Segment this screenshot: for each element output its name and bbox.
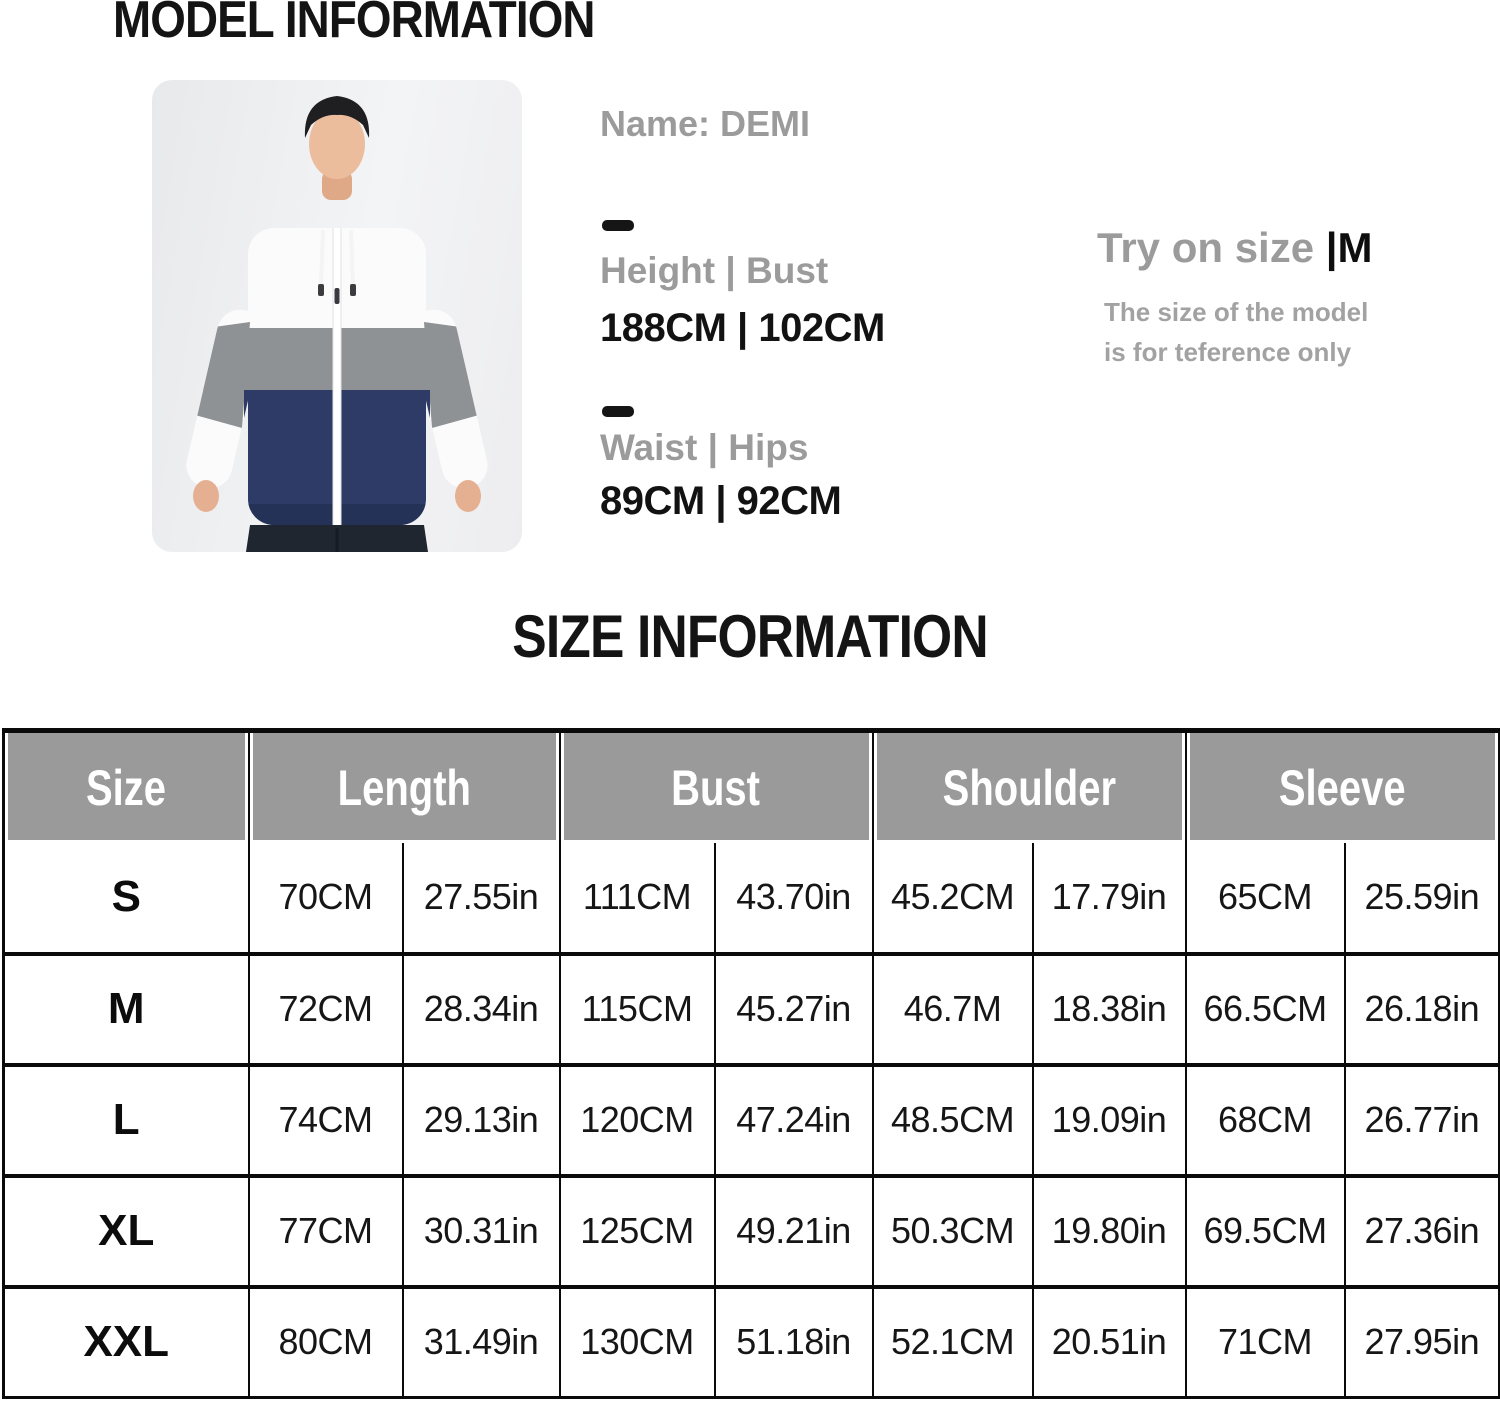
col-header-sleeve: Sleeve: [1184, 730, 1500, 843]
table-cell: 29.13in: [401, 1062, 560, 1176]
table-cell: 52.1CM: [871, 1284, 1033, 1398]
model-hands: [193, 480, 481, 512]
col-header-shoulder: Shoulder: [871, 730, 1186, 843]
table-cell: 27.36in: [1343, 1173, 1500, 1287]
waist-hips-label: Waist | Hips: [600, 427, 809, 468]
table-cell: 27.95in: [1343, 1284, 1500, 1398]
table-row-xl: XL 77CM 30.31in 125CM 49.21in 50.3CM 19.…: [3, 1173, 1500, 1287]
table-row-s: S 70CM 27.55in 111CM 43.70in 45.2CM 17.7…: [3, 842, 1500, 954]
table-cell: 72CM: [247, 951, 403, 1065]
dash-divider: [602, 220, 634, 231]
table-cell: 111CM: [558, 842, 715, 954]
model-size-note: The size of the model is for teference o…: [1104, 292, 1368, 372]
model-size-note-line1: The size of the model: [1104, 297, 1369, 327]
table-cell: 48.5CM: [871, 1062, 1033, 1176]
table-cell: 18.38in: [1031, 951, 1186, 1065]
model-information-title: MODEL INFORMATION: [113, 0, 595, 49]
size-cell: XXL: [3, 1284, 249, 1398]
col-header-bust: Bust: [558, 730, 873, 843]
model-head: [304, 96, 370, 200]
size-table: Size Length Bust Shoulder Sleeve S 70CM …: [2, 728, 1500, 1399]
table-row-m: M 72CM 28.34in 115CM 45.27in 46.7M 18.38…: [3, 951, 1500, 1065]
table-cell: 115CM: [558, 951, 715, 1065]
table-cell: 49.21in: [713, 1173, 873, 1287]
model-photo: [152, 80, 522, 552]
table-cell: 130CM: [558, 1284, 715, 1398]
dash-divider: [602, 406, 634, 417]
model-jeans: [246, 525, 428, 552]
table-cell: 43.70in: [713, 842, 873, 954]
table-cell: 46.7M: [871, 951, 1033, 1065]
table-cell: 27.55in: [401, 842, 560, 954]
col-header-length: Length: [247, 730, 560, 843]
col-header-size: Size: [3, 730, 249, 843]
table-row-xxl: XXL 80CM 31.49in 130CM 51.18in 52.1CM 20…: [3, 1284, 1500, 1398]
table-cell: 45.2CM: [871, 842, 1033, 954]
table-cell: 120CM: [558, 1062, 715, 1176]
table-cell: 25.59in: [1343, 842, 1500, 954]
try-on-size-label: Try on size: [1097, 224, 1326, 271]
size-cell: L: [3, 1062, 249, 1176]
height-bust-label: Height | Bust: [600, 250, 829, 291]
table-cell: 20.51in: [1031, 1284, 1186, 1398]
table-cell: 19.80in: [1031, 1173, 1186, 1287]
table-cell: 80CM: [247, 1284, 403, 1398]
size-cell: M: [3, 951, 249, 1065]
try-on-size: Try on size |M: [1097, 224, 1373, 272]
table-cell: 125CM: [558, 1173, 715, 1287]
table-cell: 77CM: [247, 1173, 403, 1287]
table-cell: 47.24in: [713, 1062, 873, 1176]
table-cell: 26.77in: [1343, 1062, 1500, 1176]
table-cell: 68CM: [1184, 1062, 1345, 1176]
model-name-label: Name: DEMI: [600, 103, 811, 144]
table-cell: 51.18in: [713, 1284, 873, 1398]
table-cell: 19.09in: [1031, 1062, 1186, 1176]
height-bust-value: 188CM | 102CM: [600, 306, 885, 350]
table-cell: 71CM: [1184, 1284, 1345, 1398]
table-cell: 45.27in: [713, 951, 873, 1065]
table-cell: 30.31in: [401, 1173, 560, 1287]
table-cell: 74CM: [247, 1062, 403, 1176]
model-size-note-line2: is for teference only: [1104, 337, 1352, 367]
table-cell: 28.34in: [401, 951, 560, 1065]
size-cell: S: [3, 842, 249, 954]
model-illustration: [181, 96, 493, 552]
table-cell: 17.79in: [1031, 842, 1186, 954]
table-row-l: L 74CM 29.13in 120CM 47.24in 48.5CM 19.0…: [3, 1062, 1500, 1176]
size-table-header-row: Size Length Bust Shoulder Sleeve: [3, 730, 1500, 843]
table-cell: 50.3CM: [871, 1173, 1033, 1287]
table-cell: 26.18in: [1343, 951, 1500, 1065]
size-cell: XL: [3, 1173, 249, 1287]
model-hoodie: [181, 228, 493, 525]
table-cell: 31.49in: [401, 1284, 560, 1398]
table-cell: 69.5CM: [1184, 1173, 1345, 1287]
table-cell: 65CM: [1184, 842, 1345, 954]
table-cell: 66.5CM: [1184, 951, 1345, 1065]
size-information-title: SIZE INFORMATION: [512, 603, 988, 670]
try-on-size-value: |M: [1325, 224, 1373, 271]
table-cell: 70CM: [247, 842, 403, 954]
waist-hips-value: 89CM | 92CM: [600, 479, 842, 523]
